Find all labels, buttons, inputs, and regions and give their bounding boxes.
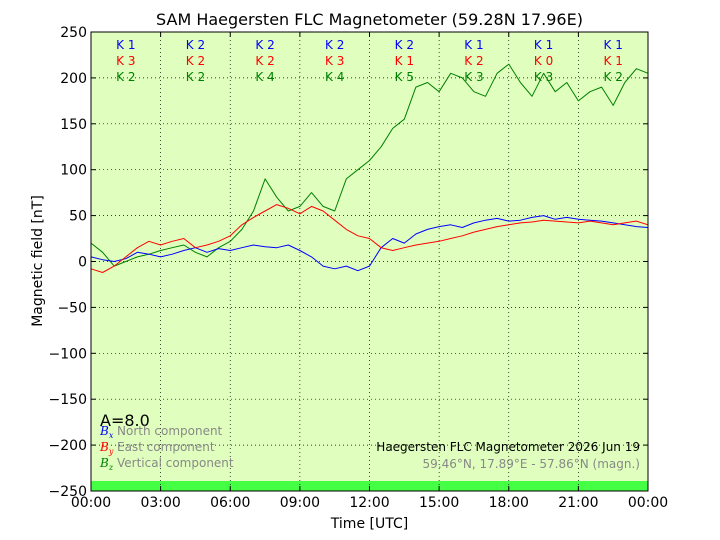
station-info-line2: 59.46°N, 17.89°E - 57.86°N (magn.) [423, 457, 640, 471]
k-index-layer: K 1 K 2 K 2 K 2 K 2 K 1 K 1 K 1 K 3 K 2 K 2 K 3 K 1 K… [116, 38, 623, 84]
k-index-label: K 4 [255, 70, 274, 84]
x-tick-label: 15:00 [419, 495, 459, 511]
y-tick-label: 100 [60, 163, 87, 179]
k-index-label: K 5 [395, 70, 414, 84]
k-index-label: K 0 [534, 54, 553, 68]
y-tick-label: 50 [69, 209, 87, 225]
k-index-label: K 4 [325, 70, 344, 84]
k-index-label: K 2 [255, 54, 274, 68]
legend-label-east: East component [117, 440, 215, 454]
y-tick-label: −250 [49, 484, 87, 500]
y-tick-label: 250 [60, 25, 87, 41]
y-axis-label: Magnetic field [nT] [30, 195, 46, 327]
k-index-label: K 1 [604, 54, 623, 68]
y-tick-label: −200 [49, 438, 87, 454]
x-tick-label: 09:00 [280, 495, 320, 511]
x-tick-label: 12:00 [349, 495, 389, 511]
k-index-label: K 1 [116, 38, 135, 52]
a-index: A=8.0 [100, 411, 150, 430]
chart-title: SAM Haegersten FLC Magnetometer (59.28N … [156, 10, 583, 29]
k-index-label: K 1 [464, 38, 483, 52]
k-index-label: K 2 [186, 70, 205, 84]
k-index-label: K 2 [186, 54, 205, 68]
k-index-label: K 2 [325, 38, 344, 52]
axis-ticks: 00:00 03:00 06:00 09:00 12:00 15:00 18:00 21:00… [49, 25, 669, 511]
k-index-label: K 3 [325, 54, 344, 68]
x-tick-label: 03:00 [140, 495, 180, 511]
series-line-east-component [90, 204, 649, 273]
k-index-label: K 3 [464, 70, 483, 84]
k-index-label: K 2 [464, 54, 483, 68]
k-index-label: K 2 [116, 70, 135, 84]
y-tick-label: −150 [49, 392, 87, 408]
legend: Bx North component By East component Bz … [99, 424, 234, 472]
y-tick-label: 150 [60, 117, 87, 133]
k-index-label: K 3 [534, 70, 553, 84]
series-line-north-component [90, 215, 649, 272]
k-index-label: K 2 [604, 70, 623, 84]
x-tick-label: 00:00 [71, 495, 111, 511]
x-axis-label: Time [UTC] [330, 516, 408, 532]
k-index-label: K 2 [395, 38, 414, 52]
k-index-label: K 1 [395, 54, 414, 68]
x-tick-label: 21:00 [558, 495, 598, 511]
series-line-vertical-component [90, 63, 649, 267]
legend-label-vertical: Vertical component [117, 456, 234, 470]
x-tick-label: 00:00 [628, 495, 668, 511]
k-index-label: K 2 [255, 38, 274, 52]
k-index-label: K 1 [604, 38, 623, 52]
legend-label-north: North component [117, 424, 223, 438]
y-tick-label: 200 [60, 71, 87, 87]
x-tick-label: 18:00 [489, 495, 529, 511]
y-tick-label: −100 [49, 346, 87, 362]
x-tick-label: 06:00 [210, 495, 250, 511]
y-tick-label: −50 [57, 300, 87, 316]
k-index-label: K 3 [116, 54, 135, 68]
grid-lines [91, 32, 648, 491]
k-index-label: K 2 [186, 38, 205, 52]
station-info-line1: Haegersten FLC Magnetometer 2026 Jun 19 [376, 440, 640, 454]
k-index-label: K 1 [534, 38, 553, 52]
series-layer [90, 63, 649, 273]
y-tick-label: 0 [78, 255, 87, 271]
